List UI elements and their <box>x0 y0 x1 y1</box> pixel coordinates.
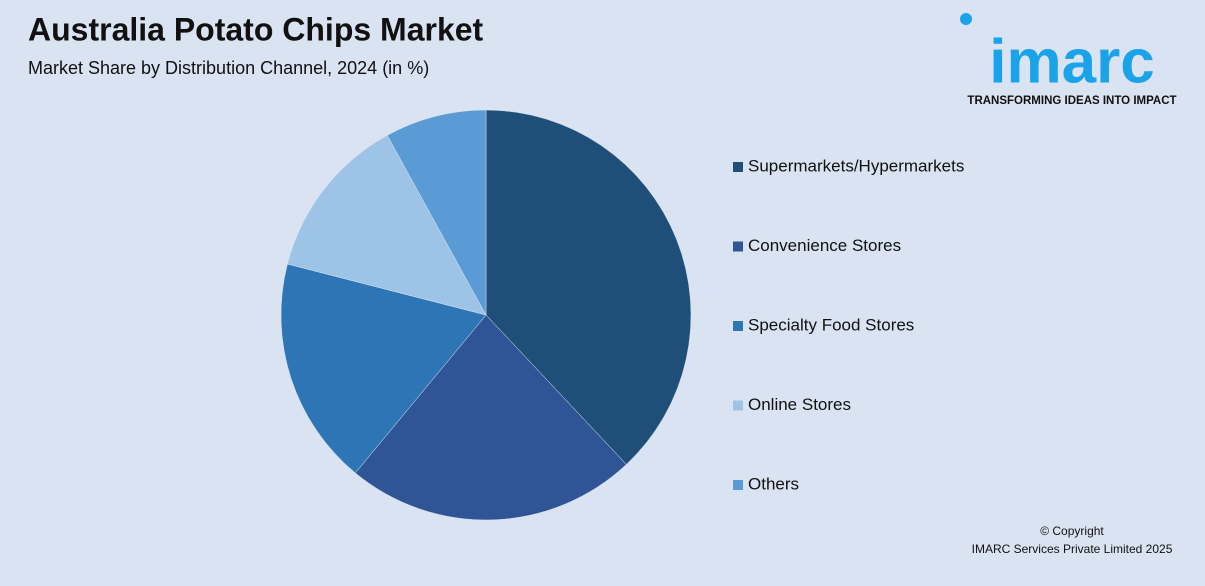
legend-label: Others <box>748 474 799 493</box>
legend-swatch <box>733 400 743 411</box>
legend-swatch <box>733 321 743 331</box>
pie-slice <box>485 109 692 465</box>
logo: imarc <box>989 27 1154 96</box>
pie-slice <box>280 263 487 474</box>
legend-label: Convenience Stores <box>748 236 901 255</box>
legend-label: Online Stores <box>748 395 851 414</box>
legend-swatch <box>733 480 743 490</box>
pie-slice <box>287 135 487 316</box>
legend-swatch <box>733 162 743 172</box>
chart-subtitle: Market Share by Distribution Channel, 20… <box>28 58 429 78</box>
logo-dot <box>960 13 972 25</box>
logo-tagline: TRANSFORMING IDEAS INTO IMPACT <box>967 95 1176 107</box>
chart-title: Australia Potato Chips Market <box>28 11 484 47</box>
pie-slice <box>354 314 627 521</box>
legend-label: Specialty Food Stores <box>748 315 914 334</box>
legend-label: Supermarkets/Hypermarkets <box>748 156 964 175</box>
copyright: IMARC Services Private Limited 2025 <box>972 542 1173 556</box>
copyright: © Copyright <box>1040 524 1104 538</box>
legend-swatch <box>733 241 743 252</box>
pie-slice <box>386 109 487 316</box>
